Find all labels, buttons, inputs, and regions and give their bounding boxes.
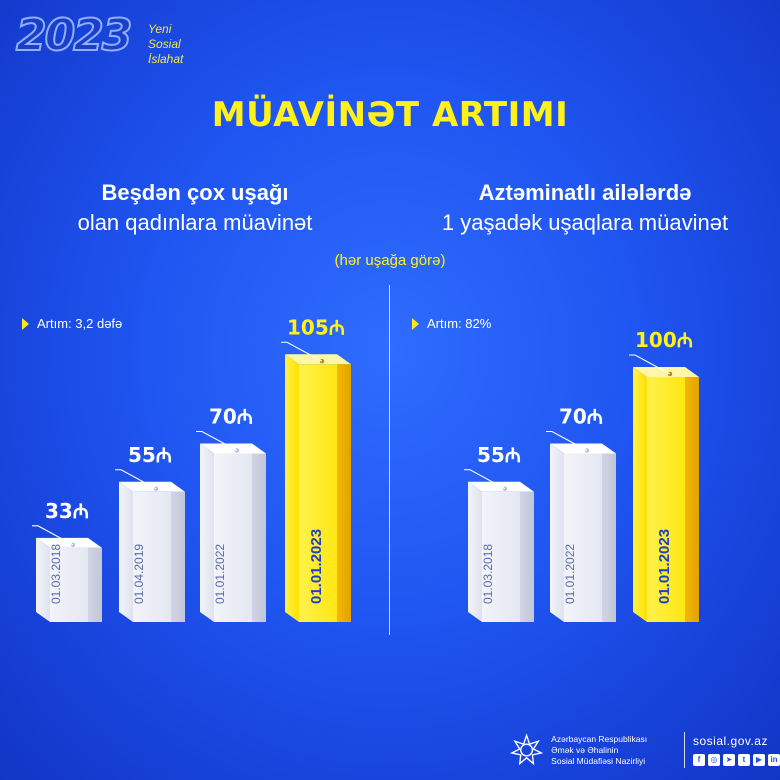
leader-line-1-2 xyxy=(629,354,671,375)
date-label-0-1: 01.04.2019 xyxy=(132,544,146,604)
leader-line-1-1 xyxy=(546,430,588,451)
footer-contacts: sosial.gov.az f ◎ ➤ t ▶ in xyxy=(693,734,780,766)
date-label-0-2: 01.01.2022 xyxy=(213,544,227,604)
bar-side-0-0 xyxy=(88,547,102,622)
ministry-line-1: Azərbaycan Respublikası xyxy=(551,733,648,744)
triangle-bullet-icon xyxy=(22,317,29,330)
logo-line-3: İslahat xyxy=(148,52,184,66)
footer: Azərbaycan Respublikası Əmək və Əhalinin… xyxy=(510,730,780,770)
footer-divider xyxy=(684,732,685,768)
bar-left-0-1 xyxy=(119,481,133,622)
value-label-1-1: 70₼ xyxy=(559,405,603,429)
twitter-icon[interactable]: t xyxy=(738,754,750,766)
bar-side-1-2 xyxy=(685,377,699,622)
value-label-0-0: 33₼ xyxy=(45,499,89,523)
leader-line-0-1 xyxy=(115,469,157,490)
bar-left-1-1 xyxy=(550,443,564,622)
date-label-0-3: 01.01.2023 xyxy=(308,529,325,604)
left-subtitle: Beşdən çox uşağı olan qadınlara müavinət xyxy=(0,178,390,238)
value-label-0-2: 70₼ xyxy=(209,405,253,429)
logo-line-2: Sosial xyxy=(148,37,181,51)
left-subtitle-line-2: olan qadınlara müavinət xyxy=(77,210,313,235)
right-growth-label: Artım: 82% xyxy=(427,316,492,331)
telegram-icon[interactable]: ➤ xyxy=(723,754,735,766)
right-subtitle-line-1: Aztəminatlı ailələrdə xyxy=(478,180,692,205)
ministry-line-3: Sosial Müdafiəsi Nazirliyi xyxy=(551,755,646,766)
website-link[interactable]: sosial.gov.az xyxy=(693,734,768,748)
left-growth-label: Artım: 3,2 dəfə xyxy=(37,316,123,331)
logo-line-1: Yeni xyxy=(148,22,172,36)
bar-side-1-0 xyxy=(520,491,534,622)
leader-line-0-0 xyxy=(32,525,74,546)
triangle-bullet-icon xyxy=(412,317,419,330)
date-label-1-1: 01.01.2022 xyxy=(563,544,577,604)
logo: 2023 Yeni Sosial İslahat xyxy=(15,9,216,67)
ministry-line-2: Əmək və Əhalinin xyxy=(551,744,619,755)
bar-left-0-0 xyxy=(36,537,50,622)
date-label-1-0: 01.03.2018 xyxy=(481,544,495,604)
bar-left-1-2 xyxy=(633,367,647,622)
logo-year: 2023 xyxy=(15,9,133,62)
social-icons: f ◎ ➤ t ▶ in xyxy=(693,754,780,766)
bar-side-0-1 xyxy=(171,491,185,622)
right-growth: Artım: 82% xyxy=(412,316,491,331)
linkedin-icon[interactable]: in xyxy=(768,754,780,766)
value-label-0-3: 105₼ xyxy=(287,315,345,339)
bar-left-1-0 xyxy=(468,481,482,622)
leader-line-0-3 xyxy=(281,341,323,362)
facebook-icon[interactable]: f xyxy=(693,754,705,766)
leader-line-1-0 xyxy=(464,469,506,490)
bar-side-1-1 xyxy=(602,453,616,622)
per-child-note: (hər uşağa görə) xyxy=(334,252,446,269)
right-subtitle: Aztəminatlı ailələrdə 1 yaşadək uşaqlara… xyxy=(390,178,780,238)
value-label-1-2: 100₼ xyxy=(635,328,693,352)
date-label-0-0: 01.03.2018 xyxy=(49,544,63,604)
value-label-0-1: 55₼ xyxy=(128,443,172,467)
bar-side-0-2 xyxy=(252,453,266,622)
left-growth: Artım: 3,2 dəfə xyxy=(22,316,122,331)
leader-line-0-2 xyxy=(196,430,238,451)
center-divider xyxy=(389,285,390,635)
page-title: MÜAVİNƏT ARTIMI xyxy=(211,95,569,135)
ministry-name: Azərbaycan Respublikası Əmək və Əhalinin… xyxy=(551,734,676,767)
date-label-1-2: 01.01.2023 xyxy=(656,529,673,604)
bar-left-0-3 xyxy=(285,354,299,622)
right-subtitle-line-2: 1 yaşadək uşaqlara müavinət xyxy=(441,210,729,235)
left-subtitle-line-1: Beşdən çox uşağı xyxy=(101,180,289,205)
bar-left-0-2 xyxy=(200,443,214,622)
instagram-icon[interactable]: ◎ xyxy=(708,754,720,766)
value-label-1-0: 55₼ xyxy=(477,443,521,467)
ministry-emblem-icon xyxy=(510,733,544,766)
logo-subtitle: Yeni Sosial İslahat xyxy=(148,22,183,67)
bar-side-0-3 xyxy=(337,364,351,622)
youtube-icon[interactable]: ▶ xyxy=(753,754,765,766)
